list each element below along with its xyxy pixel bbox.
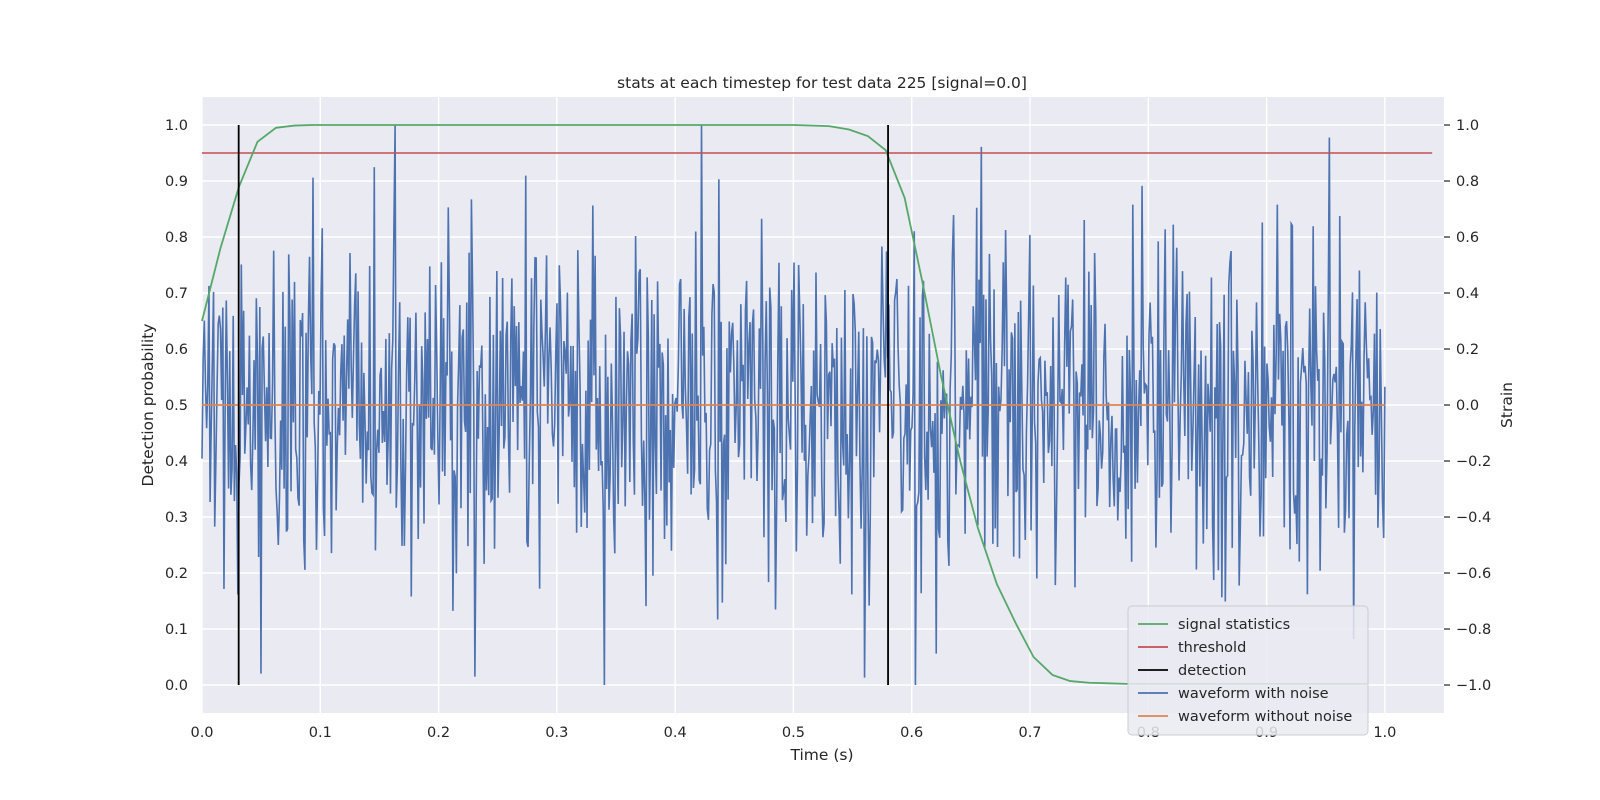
x-tick-label: 1.0 bbox=[1373, 725, 1396, 741]
y-axis-label-left: Detection probability bbox=[139, 324, 157, 487]
legend-label: threshold bbox=[1178, 640, 1246, 656]
y-tick-label-left: 0.8 bbox=[165, 230, 188, 246]
y-tick-label-left: 0.2 bbox=[165, 566, 188, 582]
series-signal-statistics bbox=[201, 124, 1368, 685]
y-axis-label-right: Strain bbox=[1498, 382, 1516, 428]
x-tick-label: 0.0 bbox=[190, 725, 213, 741]
legend-label: waveform with noise bbox=[1178, 686, 1329, 702]
y-tick-label-right: 0.4 bbox=[1456, 286, 1479, 302]
chart-title: stats at each timestep for test data 225… bbox=[617, 74, 1027, 92]
y-tick-label-right: −0.4 bbox=[1456, 510, 1491, 526]
y-tick-label-right: −0.8 bbox=[1456, 622, 1491, 638]
y-tick-label-left: 0.3 bbox=[165, 510, 188, 526]
y-tick-label-left: 0.1 bbox=[165, 622, 188, 638]
legend-label: signal statistics bbox=[1178, 617, 1290, 633]
legend: signal statistics threshold detection wavef… bbox=[1127, 605, 1369, 736]
y-tick-label-right: 1.0 bbox=[1456, 118, 1479, 134]
y-tick-label-right: −1.0 bbox=[1456, 678, 1491, 694]
plot-area: 0.0 0.1 0.2 0.3 0.4 0.5 0.6 0.7 0.8 0.9 1.0 0.0 0.1 0… bbox=[165, 97, 1491, 741]
y-tick-label-right: 0.6 bbox=[1456, 230, 1479, 246]
y-tick-label-left: 1.0 bbox=[165, 118, 188, 134]
legend-box bbox=[1127, 605, 1369, 736]
x-tick-label: 0.7 bbox=[1018, 725, 1041, 741]
x-axis-label: Time (s) bbox=[789, 746, 853, 764]
x-tick-label: 0.2 bbox=[427, 725, 450, 741]
x-tick-label: 0.3 bbox=[545, 725, 568, 741]
legend-label: detection bbox=[1178, 663, 1246, 679]
x-tick-label: 0.6 bbox=[900, 725, 923, 741]
x-tick-label: 0.1 bbox=[309, 725, 332, 741]
y-tick-label-right: −0.6 bbox=[1456, 566, 1491, 582]
y-tick-label-left: 0.5 bbox=[165, 398, 188, 414]
y-tick-label-right: 0.2 bbox=[1456, 342, 1479, 358]
y-tick-label-left: 0.0 bbox=[165, 678, 188, 694]
legend-label: waveform without noise bbox=[1178, 709, 1352, 725]
y-tick-label-right: 0.0 bbox=[1456, 398, 1479, 414]
y-tick-label-left: 0.7 bbox=[165, 286, 188, 302]
x-tick-label: 0.4 bbox=[664, 725, 687, 741]
y-tick-label-right: −0.2 bbox=[1456, 454, 1491, 470]
y-tick-label-left: 0.4 bbox=[165, 454, 188, 470]
series-waveform-with-noise bbox=[201, 124, 1386, 686]
y-tick-label-right: 0.8 bbox=[1456, 174, 1479, 190]
x-tick-label: 0.5 bbox=[782, 725, 805, 741]
y-tick-label-left: 0.6 bbox=[165, 342, 188, 358]
y-tick-label-left: 0.9 bbox=[165, 174, 188, 190]
